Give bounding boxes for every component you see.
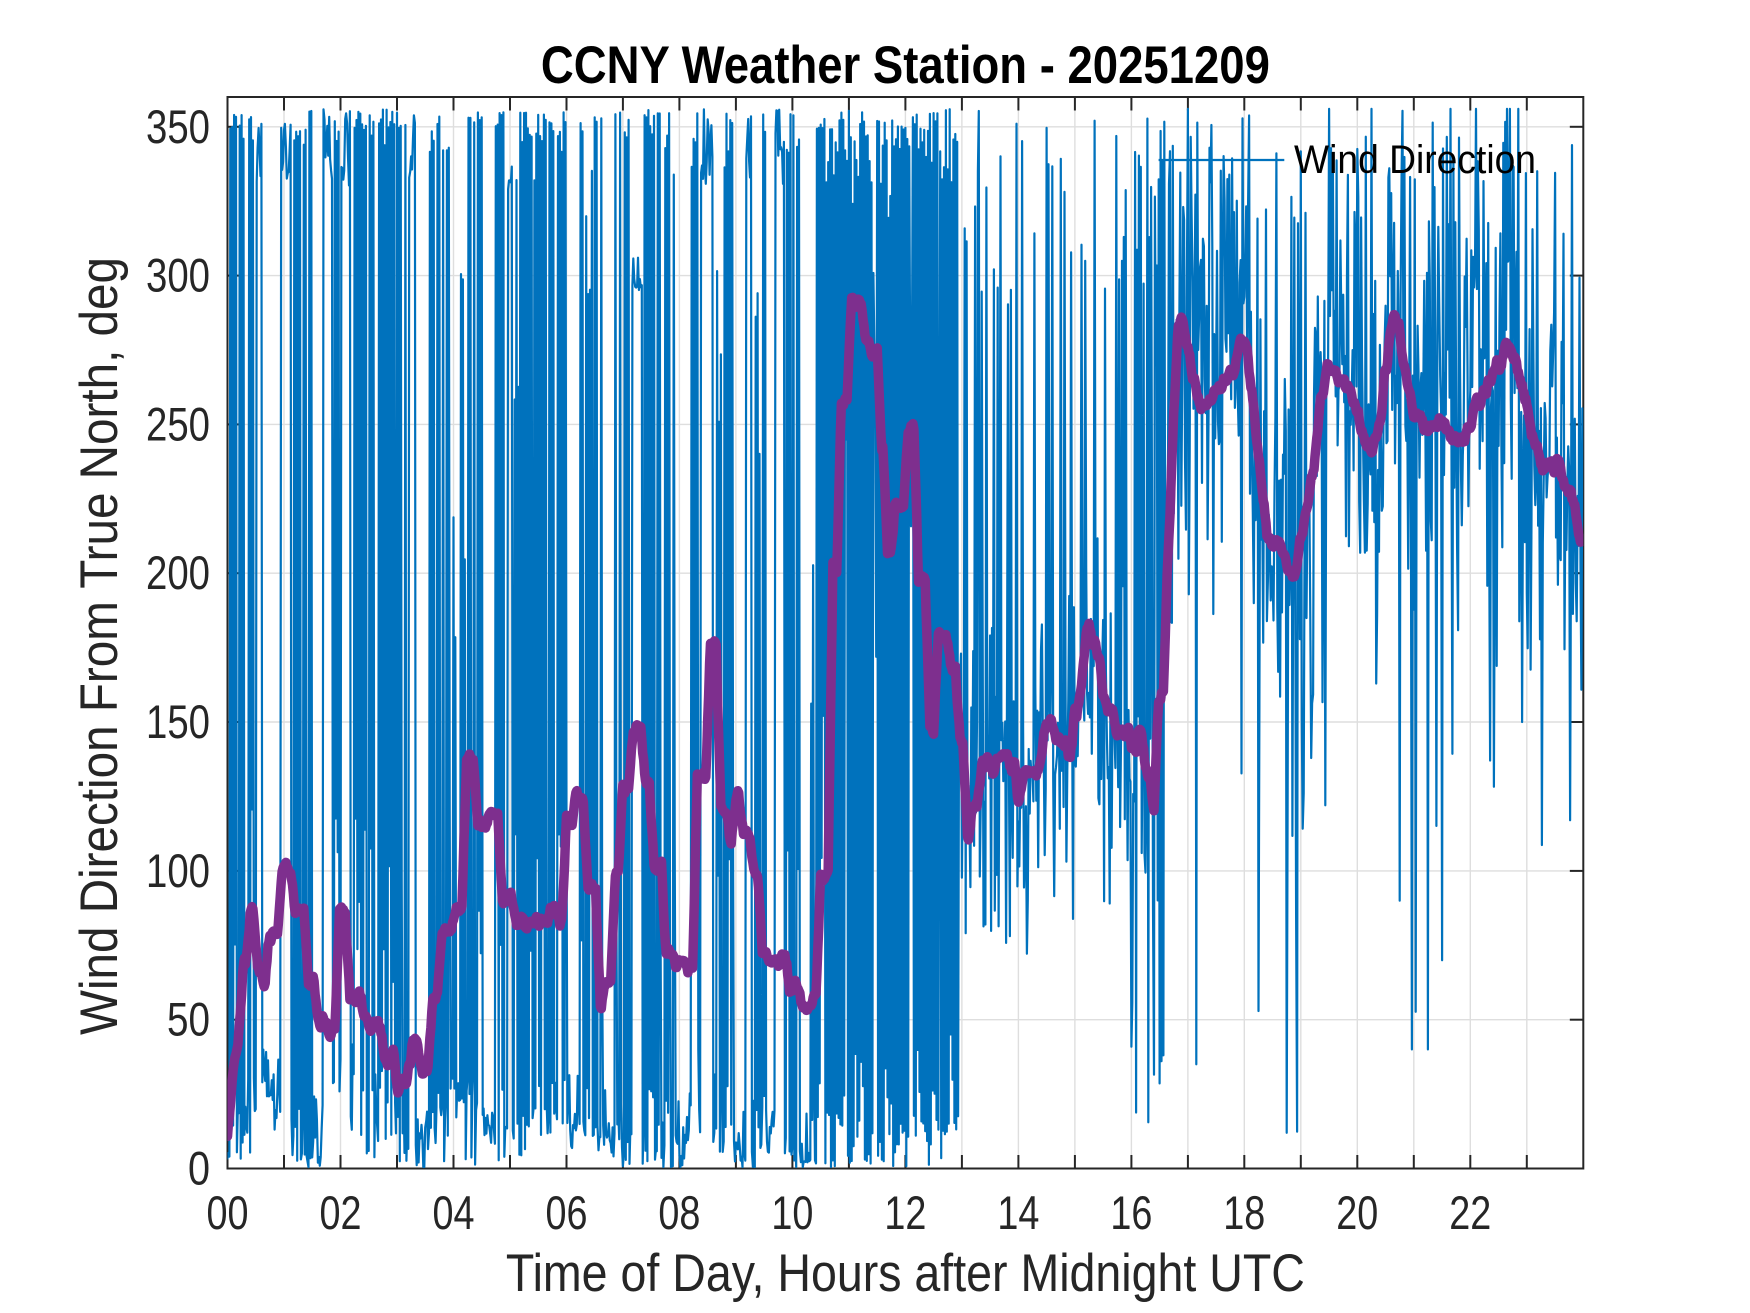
svg-text:02: 02 bbox=[320, 1186, 362, 1239]
svg-text:300: 300 bbox=[146, 249, 210, 302]
svg-text:150: 150 bbox=[146, 695, 210, 748]
svg-text:50: 50 bbox=[167, 993, 210, 1046]
svg-text:04: 04 bbox=[433, 1186, 475, 1239]
svg-text:Wind Direction From True North: Wind Direction From True North, deg bbox=[70, 257, 129, 1035]
svg-text:18: 18 bbox=[1223, 1186, 1265, 1239]
svg-text:350: 350 bbox=[146, 100, 210, 153]
svg-text:10: 10 bbox=[771, 1186, 813, 1239]
svg-text:200: 200 bbox=[146, 546, 210, 599]
svg-text:00: 00 bbox=[207, 1186, 249, 1239]
svg-text:250: 250 bbox=[146, 397, 210, 450]
svg-text:Time of Day, Hours after Midni: Time of Day, Hours after Midnight UTC bbox=[506, 1244, 1305, 1303]
svg-text:Wind Direction: Wind Direction bbox=[1294, 138, 1536, 182]
svg-text:20: 20 bbox=[1336, 1186, 1378, 1239]
svg-text:12: 12 bbox=[884, 1186, 926, 1239]
svg-text:16: 16 bbox=[1110, 1186, 1152, 1239]
svg-text:100: 100 bbox=[146, 844, 210, 897]
svg-text:06: 06 bbox=[546, 1186, 588, 1239]
svg-text:14: 14 bbox=[997, 1186, 1039, 1239]
svg-text:0: 0 bbox=[188, 1142, 210, 1195]
svg-text:08: 08 bbox=[658, 1186, 700, 1239]
svg-text:22: 22 bbox=[1449, 1186, 1491, 1239]
svg-text:CCNY Weather Station - 2025120: CCNY Weather Station - 20251209 bbox=[541, 36, 1270, 95]
